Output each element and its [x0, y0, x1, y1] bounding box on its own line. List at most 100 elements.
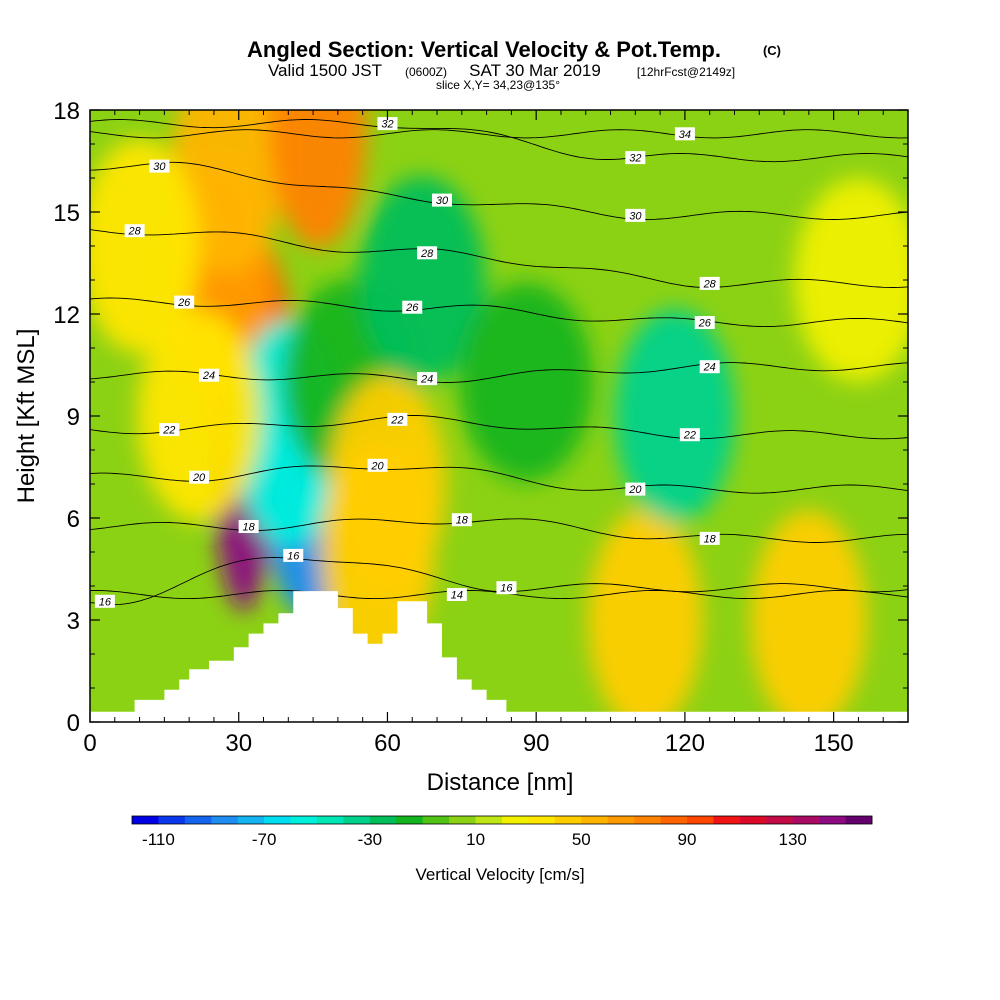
- contour-label-text: 22: [683, 430, 696, 442]
- contour-label-34: 34: [674, 127, 695, 141]
- contour-label-box: [699, 276, 720, 290]
- contour-label-text: 24: [202, 370, 215, 382]
- contour-label-box: [377, 117, 398, 131]
- contour-label-18: 18: [699, 531, 720, 545]
- velocity-cell: [459, 282, 593, 482]
- potential-temperature-contours: [90, 119, 908, 606]
- contour-label-text: 32: [381, 119, 393, 131]
- contour-label-box: [625, 208, 646, 222]
- contour-label-24: 24: [417, 372, 438, 386]
- x-tick-label: 120: [665, 730, 705, 757]
- copyright-mark: (C): [763, 43, 781, 58]
- y-axis-title: Height [Kft MSL]: [13, 329, 40, 504]
- vertical-velocity-field: [90, 110, 908, 722]
- contour-label-14: 14: [446, 588, 467, 602]
- contour-label-28: 28: [699, 276, 720, 290]
- x-tick-label: 0: [83, 730, 96, 757]
- contour-label-32: 32: [625, 151, 646, 165]
- theta-contour-20: [90, 465, 908, 494]
- colorbar-swatch: [739, 816, 767, 824]
- y-tick-label: 0: [67, 710, 80, 737]
- contour-label-box: [402, 300, 423, 314]
- contour-label-text: 20: [628, 484, 642, 496]
- contour-label-box: [431, 193, 452, 207]
- colorbar-swatch: [607, 816, 635, 824]
- contour-label-box: [198, 368, 219, 382]
- chart-title: Angled Section: Vertical Velocity & Pot.…: [247, 37, 721, 62]
- terrain-profile: [90, 591, 908, 722]
- theta-contour-34: [90, 129, 908, 139]
- contour-label-box: [679, 428, 700, 442]
- contour-label-box: [174, 295, 195, 309]
- contour-label-16: 16: [496, 581, 517, 595]
- x-tick-label: 150: [814, 730, 854, 757]
- contour-label-box: [94, 594, 115, 608]
- contour-label-text: 24: [703, 362, 716, 374]
- colorbar-swatch: [422, 816, 450, 824]
- x-axis-title: Distance [nm]: [427, 769, 574, 796]
- contour-label-32: 32: [377, 117, 398, 131]
- y-tick-label: 18: [53, 98, 80, 125]
- y-tick-label: 6: [67, 506, 80, 533]
- contour-label-text: 26: [177, 297, 191, 309]
- contour-label-text: 16: [500, 583, 513, 595]
- contour-label-text: 24: [420, 374, 433, 386]
- contour-label-box: [446, 588, 467, 601]
- colorbar-swatch: [792, 816, 820, 824]
- velocity-cell: [794, 178, 908, 382]
- field-cells: [90, 110, 908, 722]
- colorbar-swatch: [343, 816, 371, 824]
- contour-label-box: [625, 482, 646, 496]
- contour-label-text: 22: [390, 414, 403, 426]
- contour-label-16: 16: [94, 594, 115, 608]
- colorbar: -110 -70 -30 10 50 90 130: [131, 815, 873, 849]
- contour-label-box: [699, 360, 720, 374]
- contour-label-30: 30: [149, 159, 170, 173]
- contour-label-text: 30: [436, 195, 449, 207]
- colorbar-swatch: [713, 816, 741, 824]
- theta-contour-18: [90, 518, 908, 543]
- contour-label-box: [699, 531, 720, 545]
- forecast-label: [12hrFcst@2149z]: [637, 65, 735, 79]
- colorbar-swatch: [845, 816, 873, 824]
- contour-label-18: 18: [451, 513, 472, 527]
- contour-label-30: 30: [625, 208, 646, 222]
- contour-label-box: [451, 513, 472, 527]
- colorbar-swatch: [766, 816, 794, 824]
- contour-label-text: 30: [629, 210, 642, 222]
- colorbar-swatch: [528, 816, 556, 824]
- colorbar-swatch: [396, 816, 424, 824]
- valid-date-label: SAT 30 Mar 2019: [469, 61, 601, 80]
- contour-label-22: 22: [159, 423, 180, 437]
- contour-label-28: 28: [417, 246, 438, 260]
- valid-time-label: Valid 1500 JST: [268, 61, 382, 80]
- contour-label-text: 26: [405, 302, 419, 314]
- contour-label-text: 14: [451, 590, 463, 602]
- terrain-shape: [90, 591, 908, 722]
- contour-label-box: [417, 372, 438, 386]
- contour-label-box: [124, 224, 145, 238]
- contour-label-text: 18: [456, 515, 469, 527]
- colorbar-tick-label: -70: [252, 830, 277, 849]
- contour-label-24: 24: [699, 360, 720, 374]
- contour-label-text: 30: [153, 161, 166, 173]
- contour-label-20: 20: [189, 470, 210, 484]
- contour-label-box: [367, 458, 388, 472]
- velocity-cell: [269, 110, 368, 249]
- contour-label-box: [417, 246, 438, 260]
- colorbar-swatch: [132, 816, 159, 824]
- colorbar-swatch: [660, 816, 688, 824]
- contour-label-text: 18: [704, 533, 717, 545]
- x-tick-label: 60: [374, 730, 401, 757]
- contour-label-text: 20: [370, 460, 384, 472]
- colorbar-swatch: [317, 816, 344, 824]
- theta-contour-22: [90, 415, 908, 440]
- contour-label-18: 18: [238, 520, 259, 534]
- contour-label-box: [674, 127, 695, 141]
- contour-label-box: [694, 316, 715, 329]
- contour-label-24: 24: [198, 368, 219, 382]
- zulu-time-label: (0600Z): [405, 65, 447, 79]
- contour-label-text: 34: [679, 129, 691, 141]
- colorbar-swatch: [449, 816, 476, 824]
- velocity-cell: [137, 310, 261, 522]
